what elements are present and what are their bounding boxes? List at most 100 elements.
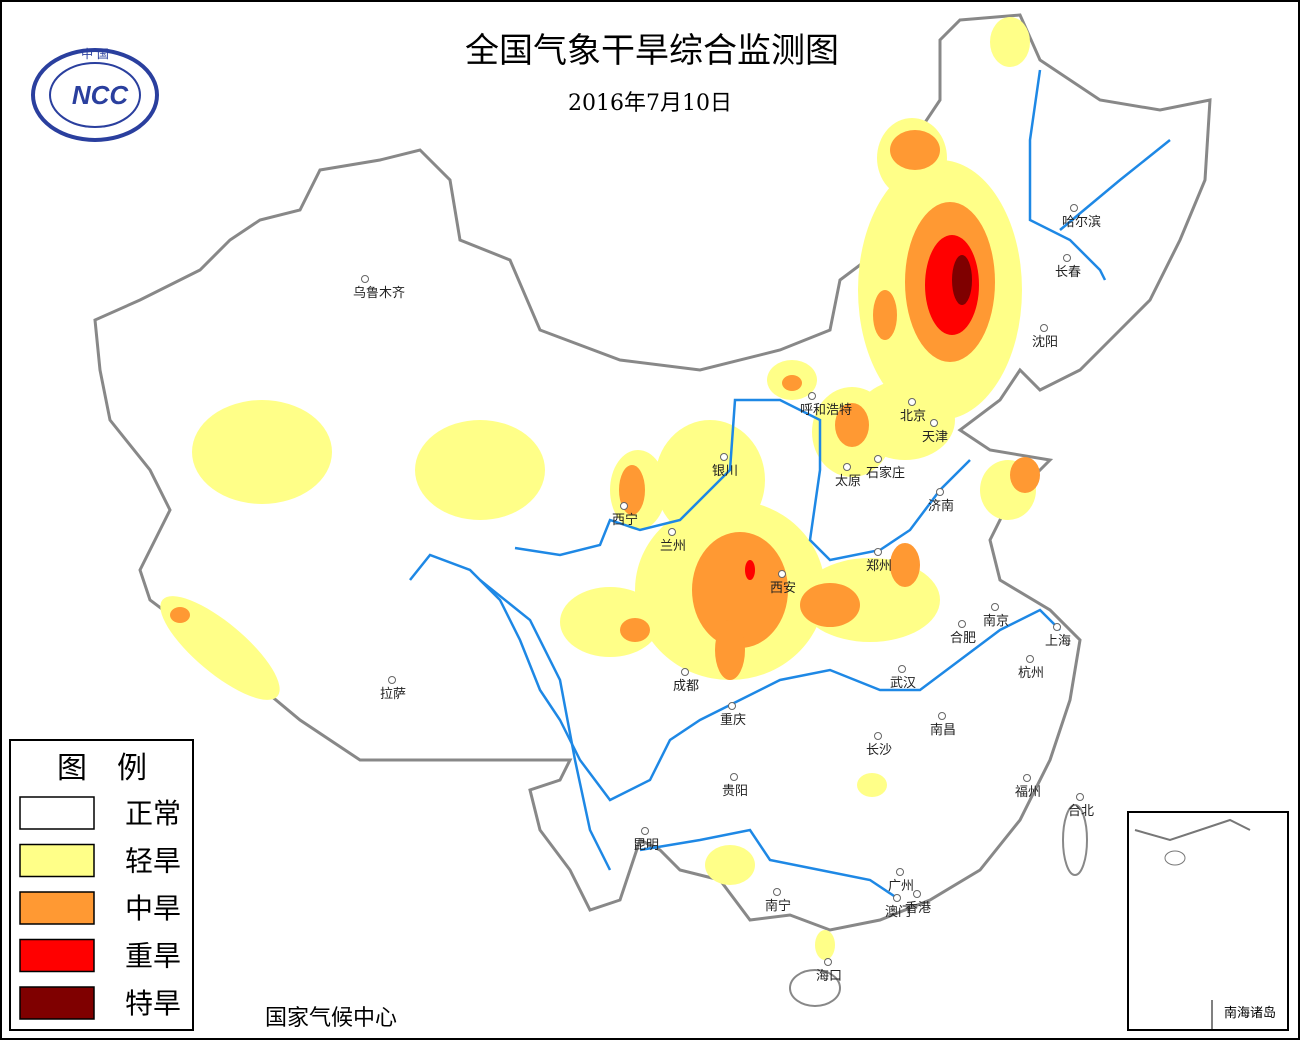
city-marker bbox=[896, 868, 904, 876]
date: 2016年7月10日 bbox=[568, 91, 732, 116]
taiwan bbox=[1062, 804, 1088, 876]
drought-areas bbox=[160, 17, 1040, 960]
inset-box bbox=[1127, 811, 1289, 1031]
drought-area bbox=[990, 17, 1030, 67]
city-marker bbox=[773, 888, 781, 896]
legend-title: 图 例 bbox=[57, 751, 147, 786]
inset-coast bbox=[1134, 818, 1251, 842]
city-label: 郑州 bbox=[866, 559, 892, 574]
city-label: 香港 bbox=[905, 901, 931, 916]
source: 国家气候中心 bbox=[265, 1006, 397, 1031]
city-label: 哈尔滨 bbox=[1062, 214, 1101, 230]
city-label: 西宁 bbox=[612, 512, 638, 528]
drought-area bbox=[835, 403, 869, 447]
city-label: 北京 bbox=[900, 409, 926, 424]
city-label: 呼和浩特 bbox=[800, 403, 852, 418]
city-marker bbox=[1026, 655, 1034, 663]
yangtze-river bbox=[409, 553, 1061, 802]
logo-text: NCC bbox=[72, 80, 130, 110]
city-marker bbox=[958, 620, 966, 628]
city-label: 天津 bbox=[922, 430, 948, 445]
drought-area bbox=[815, 930, 835, 960]
city-marker bbox=[874, 732, 882, 740]
legend-box bbox=[9, 739, 194, 1031]
city-label: 贵阳 bbox=[722, 784, 748, 799]
inset-hainan bbox=[1164, 850, 1186, 866]
city-marker bbox=[1023, 774, 1031, 782]
city-marker bbox=[1070, 204, 1078, 212]
city-marker bbox=[874, 455, 882, 463]
drought-area bbox=[620, 618, 650, 642]
city-marker bbox=[720, 453, 728, 461]
lancang bbox=[479, 579, 612, 871]
city-marker bbox=[913, 890, 921, 898]
city-marker bbox=[824, 958, 832, 966]
logo-globe bbox=[49, 62, 141, 128]
logo-top: 中 国 bbox=[81, 46, 109, 61]
drought-area bbox=[952, 255, 972, 305]
city-label: 上海 bbox=[1045, 634, 1071, 649]
city-label: 济南 bbox=[928, 498, 954, 514]
legend-swatch bbox=[19, 891, 95, 925]
city-marker bbox=[681, 668, 689, 676]
city-marker bbox=[843, 463, 851, 471]
legend-swatch bbox=[19, 796, 95, 830]
drought-area bbox=[715, 620, 745, 680]
city-marker bbox=[936, 488, 944, 496]
legend-swatch bbox=[19, 986, 95, 1020]
city-marker bbox=[620, 502, 628, 510]
drought-area bbox=[705, 845, 755, 885]
city-label: 南昌 bbox=[930, 722, 956, 738]
city-marker bbox=[808, 392, 816, 400]
city-marker bbox=[388, 676, 396, 684]
title: 全国气象干旱综合监测图 bbox=[465, 31, 839, 71]
drought-area bbox=[160, 596, 280, 700]
city-label: 南宁 bbox=[765, 898, 791, 914]
city-label: 长春 bbox=[1055, 265, 1081, 280]
yellow-river bbox=[514, 398, 971, 562]
legend-label: 轻旱 bbox=[125, 845, 181, 878]
city-label: 西安 bbox=[770, 581, 796, 596]
city-marker bbox=[361, 275, 369, 283]
city-label: 重庆 bbox=[720, 712, 746, 728]
logo: 中 国 NCC bbox=[31, 46, 159, 142]
city-label: 杭州 bbox=[1018, 666, 1044, 681]
legend-label: 中旱 bbox=[125, 892, 181, 925]
inset-label: 南海诸岛 bbox=[1224, 1005, 1276, 1021]
city-label: 乌鲁木齐 bbox=[353, 285, 405, 301]
city-label: 武汉 bbox=[890, 676, 916, 691]
city-label: 合肥 bbox=[950, 631, 976, 646]
cities: 乌鲁木齐 哈尔滨 长春 沈阳 呼和浩特 北京 天津 银川 太原 石家庄 西宁 兰… bbox=[353, 204, 1101, 984]
city-marker bbox=[874, 548, 882, 556]
legend-swatch bbox=[19, 938, 95, 973]
inset: 南海诸岛 bbox=[1127, 811, 1289, 1031]
city-label: 昆明 bbox=[633, 838, 659, 853]
hainan bbox=[789, 969, 841, 1007]
city-label: 太原 bbox=[835, 474, 861, 489]
drought-area bbox=[1010, 457, 1040, 493]
drought-area bbox=[890, 543, 920, 587]
logo-ring bbox=[31, 48, 159, 142]
city-marker bbox=[893, 894, 901, 902]
city-label: 海口 bbox=[816, 969, 842, 984]
legend-swatch bbox=[19, 843, 95, 878]
drought-area bbox=[192, 400, 332, 504]
city-marker bbox=[641, 827, 649, 835]
drought-area bbox=[170, 607, 190, 623]
city-marker bbox=[728, 702, 736, 710]
drought-area bbox=[800, 583, 860, 627]
drought-area bbox=[857, 773, 887, 797]
city-marker bbox=[930, 419, 938, 427]
city-marker bbox=[898, 665, 906, 673]
legend-label: 正常 bbox=[125, 797, 181, 830]
drought-area bbox=[745, 560, 755, 580]
city-label: 澳门 bbox=[885, 904, 911, 920]
city-label: 广州 bbox=[888, 879, 914, 894]
city-label: 成都 bbox=[673, 679, 699, 694]
legend-label: 重旱 bbox=[125, 940, 181, 973]
city-label: 石家庄 bbox=[866, 465, 905, 481]
city-label: 拉萨 bbox=[380, 687, 406, 702]
city-marker bbox=[668, 528, 676, 536]
